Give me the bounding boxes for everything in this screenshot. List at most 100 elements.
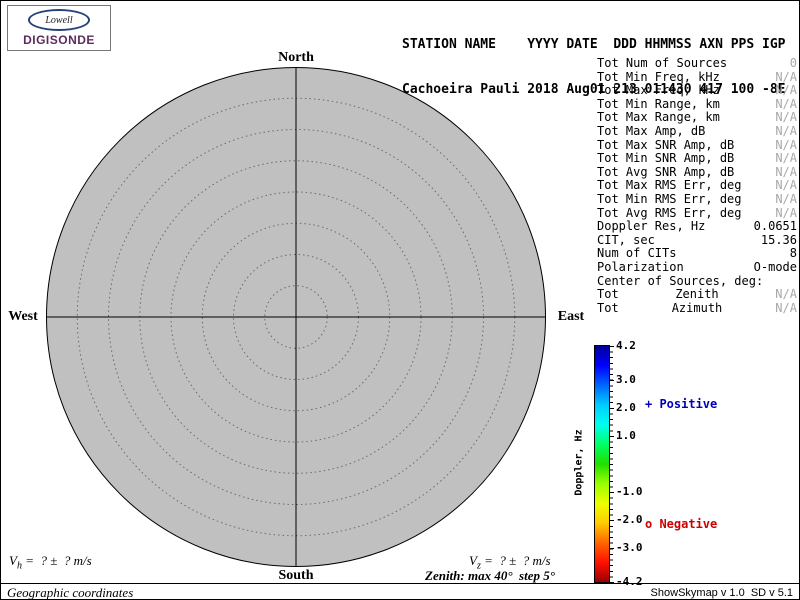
- colorbar-tick-mark: [609, 520, 614, 522]
- lowell-brand-text: Lowell: [45, 14, 73, 26]
- param-label: Polarization: [597, 259, 684, 274]
- station-header-labels: STATION NAME YYYY DATE DDD HHMMSS AXN PP…: [402, 37, 786, 52]
- param-value: N/A: [775, 137, 797, 152]
- param-value: N/A: [775, 164, 797, 179]
- skymap-plot: [46, 67, 546, 567]
- param-value: N/A: [775, 123, 797, 138]
- center-row-scope: Tot: [597, 287, 619, 302]
- center-of-sources-header: Center of Sources, deg:: [597, 273, 764, 288]
- param-label: Tot Min Freq, kHz: [597, 69, 720, 84]
- negative-doppler-legend: o Negative: [645, 517, 718, 531]
- compass-label-north: North: [278, 50, 314, 65]
- center-row: Tot Zenith N/A: [597, 287, 797, 302]
- param-row: CIT, sec 15.36: [597, 232, 797, 248]
- param-row: Tot Min Range, km N/A: [597, 96, 797, 112]
- param-row: Tot Max SNR Amp, dB N/A: [597, 137, 797, 153]
- colorbar-tick-label: -3.0: [616, 541, 643, 555]
- compass-label-west: West: [8, 309, 38, 324]
- param-label: Tot Max Range, km: [597, 110, 720, 125]
- center-of-sources-rows: Tot Zenith N/A Tot Azimuth N/A: [597, 287, 797, 316]
- param-row: Tot Avg SNR Amp, dB N/A: [597, 164, 797, 180]
- param-label: Tot Max Amp, dB: [597, 123, 706, 138]
- colorbar-tick-mark: [609, 492, 614, 494]
- center-row-value: N/A: [775, 287, 797, 302]
- param-label: Tot Num of Sources: [597, 56, 728, 70]
- station-header: STATION NAME YYYY DATE DDD HHMMSS AXN PP…: [402, 7, 786, 127]
- colorbar-tick-mark: [609, 548, 614, 550]
- center-row-value: N/A: [775, 300, 797, 315]
- param-value: N/A: [775, 69, 797, 84]
- colorbar-tick-mark: [609, 435, 614, 437]
- colorbar-axis-title: Doppler, Hz: [573, 429, 585, 496]
- param-row: Tot Min Freq, kHz N/A: [597, 69, 797, 85]
- lowell-logo-oval: Lowell: [28, 9, 90, 31]
- colorbar-tick-mark: [609, 346, 614, 347]
- param-label: CIT, sec: [597, 232, 655, 247]
- center-row-quantity: Azimuth: [671, 300, 723, 315]
- param-value: 0.0651: [753, 219, 797, 234]
- param-row: Doppler Res, Hz 0.0651: [597, 220, 797, 234]
- colorbar-minor-ticks: [610, 346, 613, 582]
- param-label: Tot Min Range, km: [597, 96, 720, 111]
- param-row: Tot Max Freq, kHz N/A: [597, 84, 797, 98]
- param-value: N/A: [775, 83, 797, 98]
- software-version-label: ShowSkymap v 1.0 SD v 5.1: [650, 587, 793, 599]
- compass-label-east: East: [557, 309, 585, 324]
- colorbar-tick-mark: [609, 407, 614, 409]
- colorbar-tick-label: 4.2: [616, 339, 636, 352]
- param-label: Tot Min RMS Err, deg: [597, 191, 742, 206]
- param-label: Num of CITs: [597, 246, 677, 261]
- param-value: O-mode: [753, 259, 797, 274]
- param-row: Tot Min RMS Err, deg N/A: [597, 191, 797, 207]
- param-value: 15.36: [760, 232, 797, 247]
- colorbar-tick-mark: [609, 582, 614, 583]
- colorbar-tick-label: -4.2: [616, 575, 643, 588]
- center-row-quantity: Zenith: [675, 287, 719, 302]
- colorbar-tick-label: 2.0: [616, 400, 636, 414]
- vertical-velocity-readout: Vz = ? ± ? m/s: [469, 553, 551, 572]
- vh-value: = ? ± ? m/s: [21, 553, 92, 568]
- param-row: Tot Min SNR Amp, dB N/A: [597, 152, 797, 166]
- param-label: Tot Max Freq, kHz: [597, 83, 720, 98]
- param-value: N/A: [775, 151, 797, 166]
- param-row: Tot Max Amp, dB N/A: [597, 123, 797, 139]
- status-bar-divider: [1, 583, 799, 584]
- param-value: 0: [789, 56, 797, 70]
- station-header-values: Cachoeira Pauli 2018 Aug01 213 011430 41…: [402, 82, 786, 97]
- param-value: N/A: [775, 96, 797, 111]
- param-row: Tot Max RMS Err, deg N/A: [597, 179, 797, 193]
- digisonde-product-text: DIGISONDE: [23, 33, 95, 47]
- colorbar-tick-label: -1.0: [616, 485, 643, 499]
- center-row: Tot Azimuth N/A: [597, 300, 797, 316]
- colorbar-tick-label: 3.0: [616, 372, 636, 386]
- param-row: Tot Avg RMS Err, deg N/A: [597, 205, 797, 221]
- lowell-digisonde-logo: Lowell DIGISONDE: [7, 5, 111, 51]
- zenith-scale-note: Zenith: max 40° step 5°: [425, 568, 555, 583]
- doppler-colorbar: [594, 345, 610, 583]
- param-row: Polarization O-mode: [597, 259, 797, 275]
- vz-symbol: V: [469, 553, 477, 568]
- param-label: Tot Min SNR Amp, dB: [597, 151, 735, 166]
- param-value: N/A: [775, 110, 797, 125]
- coordinate-system-label: Geographic coordinates: [7, 585, 134, 600]
- parameters-panel: Tot Num of Sources 0 Tot Min Freq, kHz N/A T…: [597, 56, 797, 316]
- param-value: 8: [789, 246, 797, 261]
- param-label: Tot Avg SNR Amp, dB: [597, 164, 735, 179]
- param-label: Tot Max RMS Err, deg: [597, 178, 742, 193]
- param-row: Num of CITs 8: [597, 247, 797, 261]
- positive-doppler-legend: + Positive: [645, 397, 718, 411]
- horizontal-velocity-readout: Vh = ? ± ? m/s: [9, 553, 92, 572]
- param-label: Tot Max SNR Amp, dB: [597, 137, 735, 152]
- param-label: Tot Avg RMS Err, deg: [597, 205, 742, 220]
- colorbar-tick-label: -2.0: [616, 513, 643, 527]
- vz-value: = ? ± ? m/s: [480, 553, 551, 568]
- param-value: N/A: [775, 191, 797, 206]
- param-label: Doppler Res, Hz: [597, 219, 706, 234]
- compass-label-south: South: [278, 568, 314, 583]
- parameter-rows: Tot Num of Sources 0 Tot Min Freq, kHz N/A T…: [597, 56, 797, 275]
- param-row: Tot Max Range, km N/A: [597, 111, 797, 125]
- vh-symbol: V: [9, 553, 17, 568]
- colorbar-tick-mark: [609, 379, 614, 381]
- param-value: N/A: [775, 205, 797, 220]
- param-value: N/A: [775, 178, 797, 193]
